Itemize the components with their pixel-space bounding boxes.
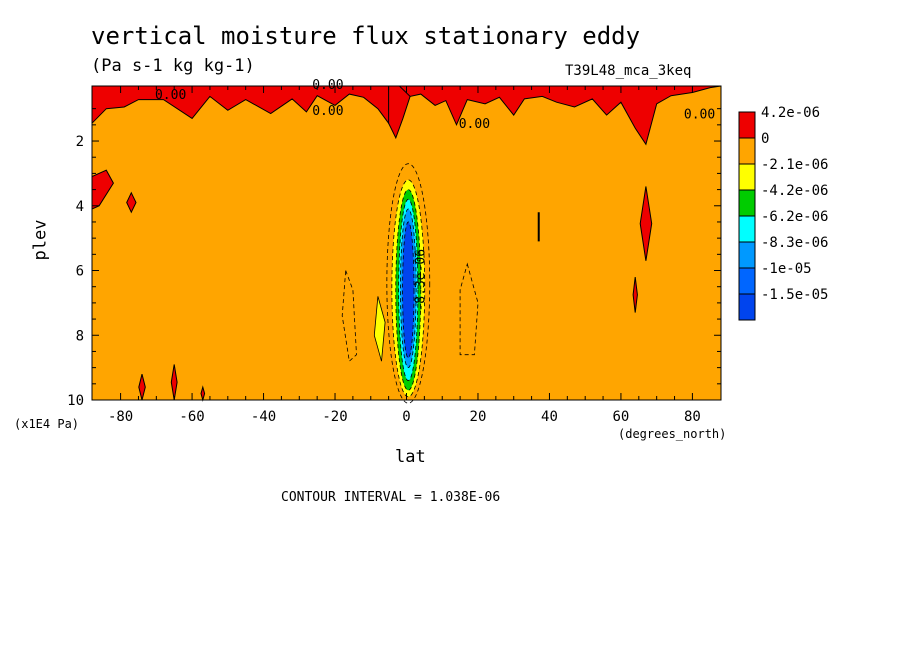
y-tick-label: 8 <box>76 328 84 344</box>
y-tick-label: 2 <box>76 134 84 150</box>
contour-label: 0.00 <box>684 107 715 122</box>
positive-band <box>91 85 722 146</box>
positive-streak <box>126 191 137 214</box>
colorbar-swatch <box>738 163 756 191</box>
x-tick-label: -20 <box>322 409 347 425</box>
negative-core <box>373 296 386 362</box>
colorbar-label: -4.2e-06 <box>761 183 828 199</box>
colorbar-swatch <box>738 267 756 295</box>
colorbar-swatch <box>738 189 756 217</box>
contour-label: -8.3e-06 <box>413 249 428 312</box>
run-id-label: T39L48_mca_3keq <box>565 63 692 79</box>
x-axis-units: (degrees_north) <box>618 427 727 441</box>
x-tick-label: 60 <box>613 409 630 425</box>
x-tick-label: 0 <box>402 409 410 425</box>
negative-contour <box>386 163 431 404</box>
contour-label: 0.00 <box>155 88 186 103</box>
y-tick-label: 10 <box>67 393 84 409</box>
colorbar-label: 4.2e-06 <box>761 105 820 121</box>
contour-label: 0.00 <box>459 117 490 132</box>
y-tick-label: 6 <box>76 264 84 280</box>
y-axis-units: (x1E4 Pa) <box>14 417 80 431</box>
colorbar-label: -2.1e-06 <box>761 157 828 173</box>
colorbar-swatch <box>738 293 756 321</box>
x-tick-label: -40 <box>251 409 276 425</box>
chart-title: vertical moisture flux stationary eddy <box>91 22 641 50</box>
colorbar-swatch <box>738 111 756 139</box>
colorbar-label: -8.3e-06 <box>761 235 828 251</box>
x-tick-label: 80 <box>684 409 701 425</box>
contour-interval-note: CONTOUR INTERVAL = 1.038E-06 <box>281 490 501 505</box>
negative-contour <box>459 262 479 356</box>
positive-streak <box>632 276 638 313</box>
colorbar-swatch <box>738 241 756 269</box>
colorbar-label: -1e-05 <box>761 261 812 277</box>
colorbar-swatch <box>738 215 756 243</box>
colorbar-label: -1.5e-05 <box>761 287 828 303</box>
negative-contour <box>341 270 357 362</box>
x-tick-label: -60 <box>179 409 204 425</box>
x-axis-label: lat <box>395 447 426 467</box>
negative-core <box>402 221 415 359</box>
colorbar-label: 0 <box>761 131 769 147</box>
x-tick-label: -80 <box>108 409 133 425</box>
x-tick-label: 40 <box>541 409 558 425</box>
y-tick-label: 4 <box>76 199 84 215</box>
contour-label: 0.00 <box>312 104 343 119</box>
colorbar-swatch <box>738 137 756 165</box>
colorbar-label: -6.2e-06 <box>761 209 828 225</box>
x-tick-label: 20 <box>470 409 487 425</box>
chart-units: (Pa s-1 kg kg-1) <box>91 56 255 76</box>
positive-streak <box>639 186 653 261</box>
